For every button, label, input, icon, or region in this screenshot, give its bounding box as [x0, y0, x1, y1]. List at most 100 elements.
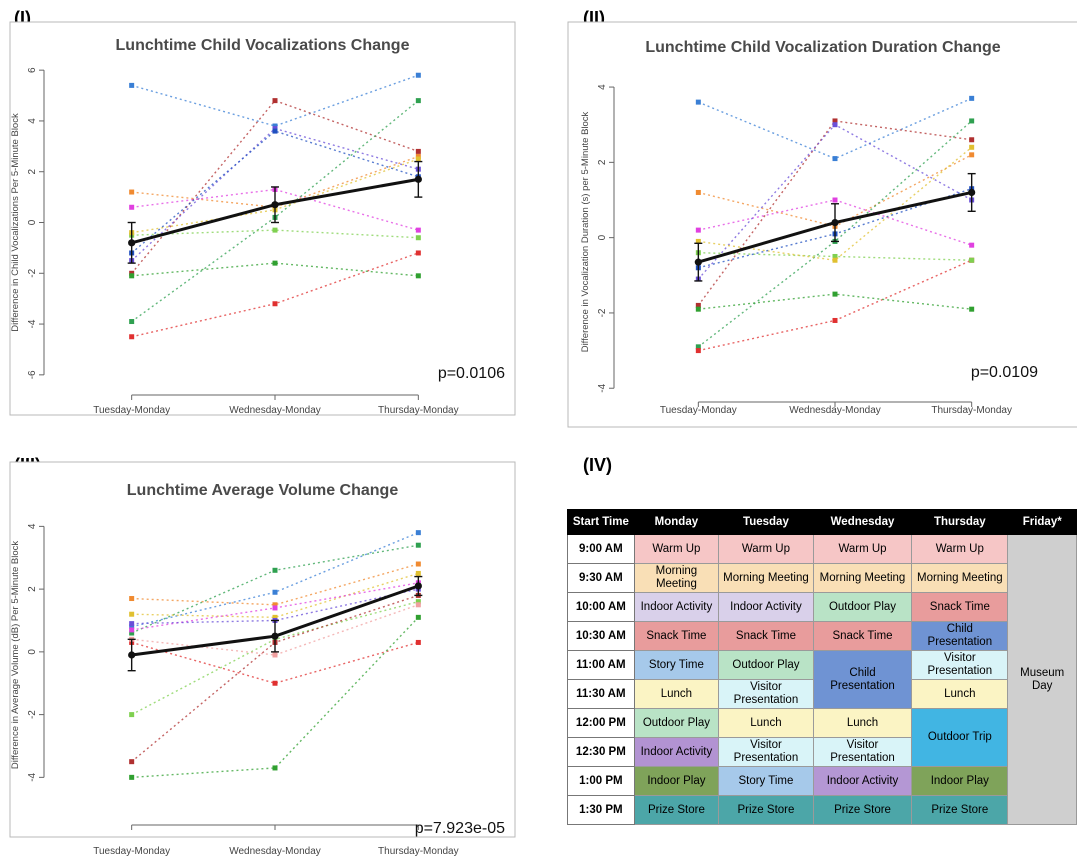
series-point: [832, 253, 838, 259]
mean-point: [968, 188, 976, 197]
series-point: [272, 567, 278, 573]
series-line: [131, 100, 419, 323]
activity-cell: Visitor Presentation: [718, 737, 814, 767]
activity-cell: Outdoor Play: [812, 592, 913, 622]
x-tick-label: Thursday-Monday: [931, 405, 1012, 416]
activity-cell: Snack Time: [911, 592, 1009, 622]
activity-cell: Snack Time: [718, 621, 814, 651]
series-point: [415, 250, 421, 256]
series-point: [129, 624, 135, 630]
series-point: [415, 72, 421, 78]
mean-point: [414, 582, 422, 590]
series-point: [415, 273, 421, 279]
activity-cell: Lunch: [718, 708, 814, 738]
activity-cell: Outdoor Trip: [911, 708, 1009, 767]
series-point: [129, 630, 135, 636]
activity-cell: Story Time: [633, 650, 720, 680]
chart-title: Lunchtime Child Vocalizations Change: [116, 37, 410, 54]
y-axis-label: Difference in Average Volume (dB) Per 5-…: [10, 541, 21, 770]
y-tick-label: -4: [27, 772, 38, 781]
series-point: [695, 238, 701, 244]
series-point: [969, 152, 975, 158]
series-point: [969, 257, 975, 263]
schedule-table: Start Time Monday Tuesday Wednesday Thursday…: [567, 509, 1077, 825]
activity-cell: Story Time: [718, 766, 814, 796]
chart-frame: [567, 21, 1077, 428]
series-point: [415, 156, 421, 162]
activity-cell: Visitor Presentation: [718, 679, 814, 709]
activity-cell: Child Presentation: [812, 650, 913, 709]
series-point: [272, 123, 278, 129]
mean-point: [831, 218, 839, 227]
y-tick-label: 0: [27, 219, 38, 225]
series-point: [415, 599, 421, 605]
mean-point: [128, 651, 136, 659]
series-point: [272, 765, 278, 771]
y-tick-label: 2: [27, 586, 38, 592]
series-point: [695, 344, 701, 350]
series-point: [969, 144, 975, 150]
y-tick-label: 0: [597, 234, 608, 240]
activity-cell: Indoor Play: [633, 766, 720, 796]
schedule-header-cell: Tuesday: [718, 509, 814, 535]
chart-vocalizations-change: Lunchtime Child Vocalizations Change -6 -4…: [9, 21, 516, 416]
schedule-row: 12:30 PM Indoor Activity Visitor Presentat…: [567, 737, 1077, 767]
x-tick-label: Thursday-Monday: [378, 846, 459, 857]
series-point: [272, 301, 278, 307]
p-value-annotation: p=0.0106: [438, 365, 505, 382]
series-point: [695, 227, 701, 233]
activity-cell: Outdoor Play: [718, 650, 814, 680]
series-point: [832, 257, 838, 263]
y-tick-label: 4: [597, 84, 608, 90]
y-tick-label: 6: [27, 67, 38, 73]
series-point: [695, 302, 701, 308]
time-cell: 9:30 AM: [567, 563, 635, 593]
activity-cell: Indoor Activity: [812, 766, 913, 796]
chart-average-volume-change: Lunchtime Average Volume Change -4 -2 0 2 4 Di…: [9, 461, 516, 857]
y-tick-label: -2: [597, 308, 608, 317]
series-point: [832, 122, 838, 128]
schedule-header-cell: Wednesday: [812, 509, 913, 535]
series-point: [695, 348, 701, 354]
mean-point: [271, 201, 279, 209]
time-cell: 11:30 AM: [567, 679, 635, 709]
series-point: [415, 614, 421, 620]
series-point: [272, 227, 278, 233]
series-point: [272, 680, 278, 686]
series-point: [832, 156, 838, 162]
time-cell: 10:00 AM: [567, 592, 635, 622]
series-point: [832, 118, 838, 124]
schedule-header-cell: Thursday: [911, 509, 1009, 535]
activity-cell: Prize Store: [812, 795, 913, 825]
series-point: [415, 235, 421, 241]
y-axis-label: Difference in Child Vocalizations Per 5-…: [10, 113, 21, 332]
series-line: [131, 155, 419, 208]
y-tick-label: 0: [27, 649, 38, 655]
series-point: [272, 602, 278, 608]
time-cell: 10:30 AM: [567, 621, 635, 651]
activity-cell: Morning Meeting: [812, 563, 913, 593]
series-line: [698, 293, 972, 310]
series-point: [832, 291, 838, 297]
series-point: [129, 621, 135, 627]
schedule-row: 10:00 AM Indoor Activity Indoor Activity Ou…: [567, 592, 1077, 622]
series-point: [272, 652, 278, 658]
series-point: [129, 334, 135, 340]
schedule-row: 1:30 PM Prize Store Prize Store Prize Store…: [567, 795, 1077, 825]
schedule-header-row: Start Time Monday Tuesday Wednesday Thursday…: [567, 509, 1077, 535]
chart-frame: [9, 21, 516, 416]
series-line: [131, 604, 419, 656]
schedule-row: 10:30 AM Snack Time Snack Time Snack Time Ch…: [567, 621, 1077, 651]
series-point: [129, 774, 135, 780]
activity-cell: Outdoor Play: [633, 708, 720, 738]
chart-title: Lunchtime Child Vocalization Duration Ch…: [645, 39, 1000, 56]
x-tick-label: Tuesday-Monday: [93, 405, 170, 416]
schedule-row: 1:00 PM Indoor Play Story Time Indoor Activ…: [567, 766, 1077, 796]
series-point: [969, 95, 975, 101]
activity-cell: Snack Time: [633, 621, 720, 651]
activity-cell: Prize Store: [911, 795, 1009, 825]
series-point: [415, 530, 421, 536]
series-point: [272, 589, 278, 595]
y-axis-label: Difference in Vocalization Duration (s) …: [580, 111, 591, 352]
activity-cell: Warm Up: [718, 534, 814, 564]
